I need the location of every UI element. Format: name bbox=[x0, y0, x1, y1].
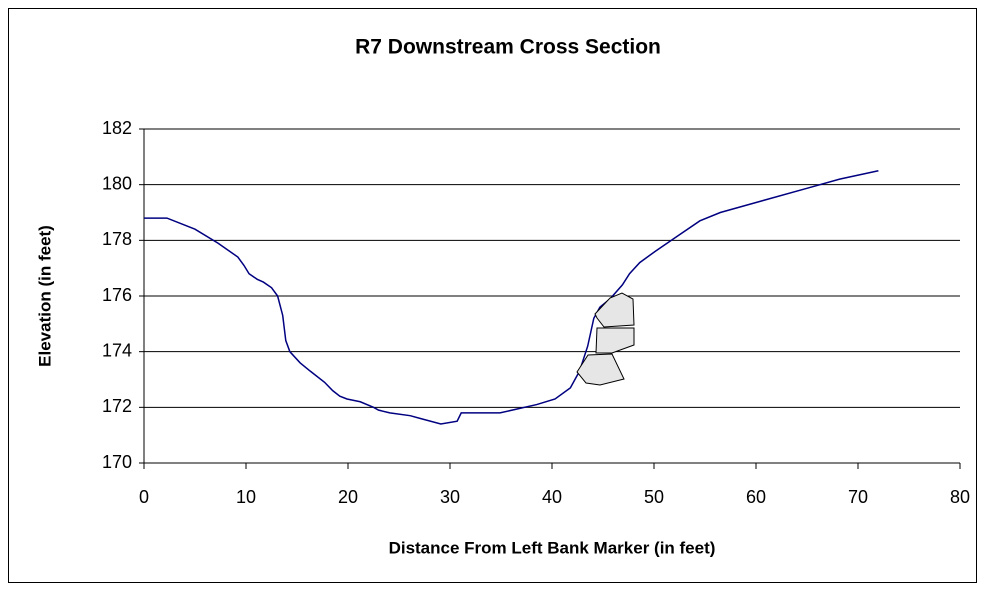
y-tick-label: 170 bbox=[102, 452, 132, 472]
y-tick-label: 178 bbox=[102, 229, 132, 249]
x-tick-label: 50 bbox=[644, 487, 664, 507]
y-tick-label: 176 bbox=[102, 285, 132, 305]
y-tick-label: 174 bbox=[102, 340, 132, 360]
x-tick-label: 70 bbox=[848, 487, 868, 507]
chart: R7 Downstream Cross Section Distance Fro… bbox=[0, 0, 987, 592]
y-axis-title: Elevation (in feet) bbox=[35, 225, 54, 367]
x-tick-label: 0 bbox=[139, 487, 149, 507]
x-tick-label: 40 bbox=[542, 487, 562, 507]
x-tick-label: 30 bbox=[440, 487, 460, 507]
x-tick-label: 80 bbox=[950, 487, 970, 507]
y-tick-label: 182 bbox=[102, 118, 132, 138]
x-axis-title: Distance From Left Bank Marker (in feet) bbox=[389, 538, 716, 557]
y-tick-label: 180 bbox=[102, 173, 132, 193]
x-tick-label: 60 bbox=[746, 487, 766, 507]
x-tick-label: 10 bbox=[236, 487, 256, 507]
chart-title: R7 Downstream Cross Section bbox=[355, 36, 661, 59]
x-tick-label: 20 bbox=[338, 487, 358, 507]
y-tick-label: 172 bbox=[102, 396, 132, 416]
